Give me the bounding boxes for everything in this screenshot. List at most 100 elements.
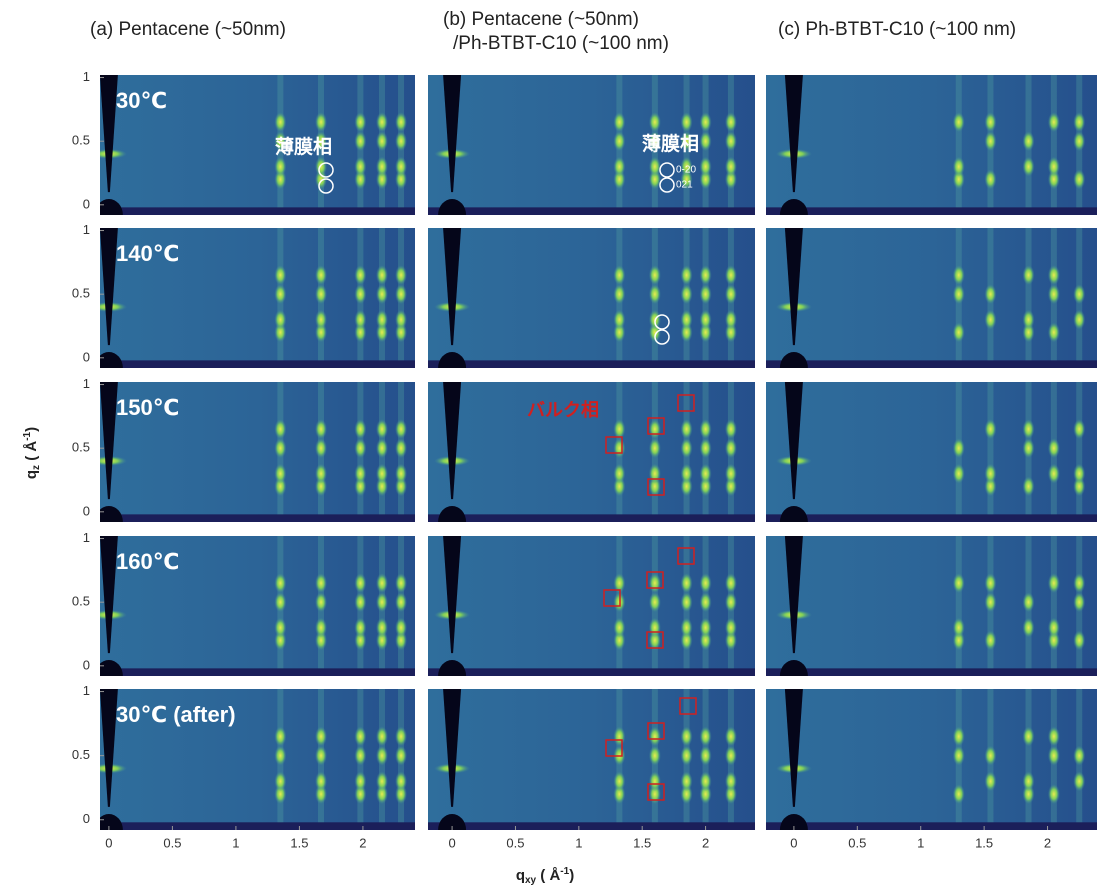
direct-beam <box>100 814 123 830</box>
diffraction-spot <box>1073 112 1086 133</box>
diffraction-spot <box>699 771 712 792</box>
diffraction-spot <box>1022 476 1035 497</box>
panel-background <box>766 228 1097 368</box>
panel-background <box>766 536 1097 676</box>
diffraction-spot <box>613 112 626 133</box>
annotation: 薄膜相 <box>275 135 332 158</box>
y-tick-label: 1 <box>83 222 90 237</box>
diffraction-streak <box>987 382 994 522</box>
diffraction-spot <box>274 592 287 613</box>
diffraction-spot <box>984 573 997 594</box>
beam-stop <box>100 536 118 654</box>
diffraction-spot <box>395 112 408 133</box>
label-part: xy <box>525 875 537 886</box>
diffraction-spot <box>680 265 693 286</box>
beam-stop <box>784 382 803 500</box>
diffraction-spot <box>648 131 661 152</box>
direct-beam <box>438 814 467 830</box>
x-tick-label: 1.5 <box>633 835 651 850</box>
row-label: 30℃ (after) <box>116 702 236 727</box>
diffraction-spot <box>984 630 997 651</box>
panel <box>100 536 415 676</box>
diffraction-spot <box>375 438 388 459</box>
peak-marker <box>659 177 675 193</box>
diffraction-spot <box>1073 745 1086 766</box>
bulk-marker <box>677 547 695 565</box>
diffraction-spot <box>724 726 737 747</box>
direct-beam <box>438 506 467 522</box>
diffraction-spot <box>354 284 367 305</box>
diffraction-spot <box>724 771 737 792</box>
diffraction-spot <box>680 592 693 613</box>
diffraction-spot <box>395 284 408 305</box>
diffraction-spot <box>680 463 693 484</box>
diffraction-spot <box>724 438 737 459</box>
diffraction-spot <box>699 112 712 133</box>
diffraction-spot <box>648 617 661 638</box>
direct-beam <box>779 814 808 830</box>
diffraction-spot <box>274 726 287 747</box>
y-tick-label: 0 <box>83 349 90 364</box>
diffraction-spot <box>613 463 626 484</box>
diffraction-spot <box>315 284 328 305</box>
diffraction-streak <box>1025 689 1032 830</box>
diffraction-spot <box>395 745 408 766</box>
diffraction-spot <box>354 726 367 747</box>
beam-stop <box>100 75 118 193</box>
diffraction-spot <box>724 573 737 594</box>
diffraction-spot <box>395 156 408 177</box>
diffraction-spot <box>375 419 388 440</box>
diffraction-spot <box>1047 617 1060 638</box>
diffraction-spot <box>648 745 661 766</box>
annotation: バルク相 <box>527 400 599 420</box>
direct-beam <box>779 352 808 368</box>
diffraction-spot <box>724 284 737 305</box>
column-title: (c) Ph-BTBT-C10 (~100 nm) <box>778 19 1016 40</box>
y-tick-label: 0 <box>83 503 90 518</box>
diffraction-spot <box>395 309 408 330</box>
bulk-marker <box>605 436 623 454</box>
diffraction-spot <box>952 284 965 305</box>
peak-marker <box>659 162 675 178</box>
label-part: q <box>23 470 40 479</box>
diffraction-spot <box>648 112 661 133</box>
diffraction-spot <box>648 771 661 792</box>
label-part: -1 <box>22 431 33 440</box>
diffraction-spot <box>984 419 997 440</box>
diffraction-spot <box>354 617 367 638</box>
x-tick-label: 1 <box>575 835 582 850</box>
bulk-marker <box>603 589 621 607</box>
diffraction-spot <box>699 745 712 766</box>
label-part: ) <box>23 427 40 432</box>
diffraction-spot <box>613 438 626 459</box>
direct-beam <box>100 506 123 522</box>
horizon-band <box>766 207 1097 215</box>
panel-background <box>766 75 1097 215</box>
diffraction-spot <box>1022 438 1035 459</box>
diffraction-spot <box>952 573 965 594</box>
diffraction-spot <box>274 771 287 792</box>
y-tick-label: 1 <box>83 69 90 84</box>
diffraction-spot <box>315 309 328 330</box>
diffraction-spot <box>984 463 997 484</box>
diffraction-spot <box>1022 131 1035 152</box>
diffraction-spot <box>984 169 997 190</box>
diffraction-spot <box>724 463 737 484</box>
diffraction-spot <box>315 592 328 613</box>
diffraction-spot <box>274 156 287 177</box>
diffraction-spot <box>395 131 408 152</box>
diffraction-spot <box>699 419 712 440</box>
diffraction-spot <box>1022 419 1035 440</box>
diffraction-spot <box>724 156 737 177</box>
horizon-band <box>766 822 1097 830</box>
diffraction-spot <box>1022 156 1035 177</box>
diffraction-spot <box>1073 419 1086 440</box>
panel <box>100 689 415 830</box>
diffraction-spot <box>375 309 388 330</box>
x-tick-label: 0.5 <box>506 835 524 850</box>
diffraction-spot <box>984 309 997 330</box>
diffraction-spot <box>984 592 997 613</box>
y-tick-label: 0 <box>83 811 90 826</box>
diffraction-spot <box>648 419 661 440</box>
diffraction-spot <box>984 284 997 305</box>
